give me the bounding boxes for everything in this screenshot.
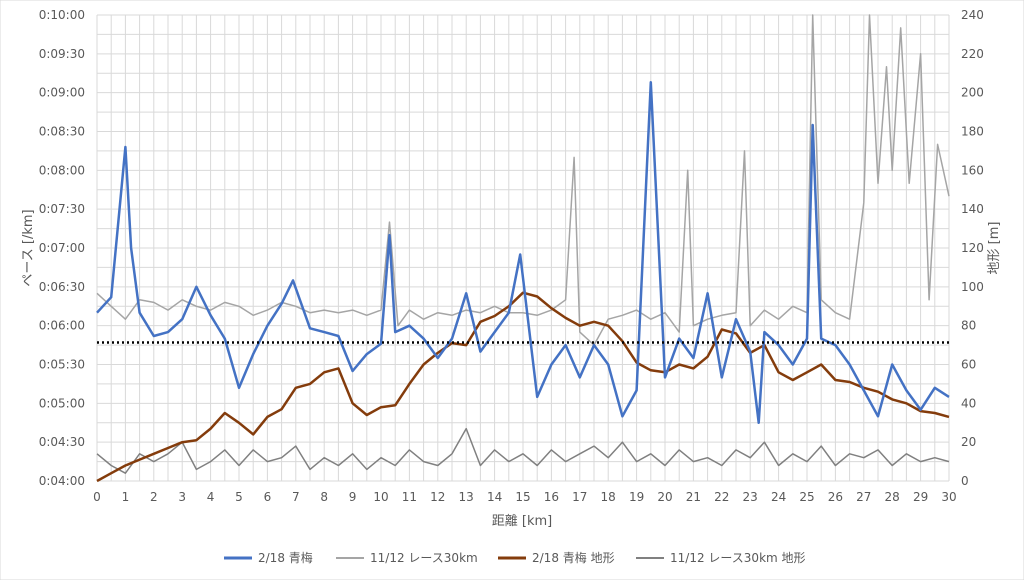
y-right-tick-label: 180 — [961, 125, 984, 139]
y-right-tick-label: 0 — [961, 474, 969, 488]
grid — [96, 14, 950, 482]
y-right-tick-label: 240 — [961, 8, 984, 22]
y-right-tick-label: 60 — [961, 358, 976, 372]
x-tick-label: 23 — [743, 490, 758, 504]
x-tick-label: 11 — [402, 490, 417, 504]
x-tick-label: 30 — [941, 490, 956, 504]
x-tick-label: 7 — [292, 490, 300, 504]
x-tick-label: 19 — [629, 490, 644, 504]
y-left-tick-label: 0:07:30 — [39, 202, 85, 216]
x-tick-label: 21 — [686, 490, 701, 504]
x-tick-label: 25 — [799, 490, 814, 504]
legend-label-3: 11/12 レース30km 地形 — [670, 551, 806, 565]
legend-label-2: 2/18 青梅 地形 — [532, 550, 615, 565]
y-left-tick-label: 0:08:00 — [39, 163, 85, 177]
x-tick-label: 27 — [856, 490, 871, 504]
x-tick-label: 14 — [487, 490, 502, 504]
y-left-tick-label: 0:08:30 — [39, 125, 85, 139]
y-left-tick-label: 0:06:30 — [39, 280, 85, 294]
y-right-tick-label: 220 — [961, 47, 984, 61]
x-tick-label: 18 — [601, 490, 616, 504]
x-tick-label: 6 — [264, 490, 272, 504]
x-tick-label: 29 — [913, 490, 928, 504]
legend-label-0: 2/18 青梅 — [258, 550, 313, 565]
series-line-1 — [96, 14, 950, 346]
y-right-tick-label: 200 — [961, 86, 984, 100]
x-tick-label: 12 — [430, 490, 445, 504]
x-tick-label: 17 — [572, 490, 587, 504]
series-lines — [96, 14, 950, 483]
y-left-tick-label: 0:09:00 — [39, 86, 85, 100]
x-tick-label: 22 — [714, 490, 729, 504]
x-tick-label: 16 — [544, 490, 559, 504]
y-left-tick-label: 0:04:00 — [39, 474, 85, 488]
y-left-tick-label: 0:04:30 — [39, 435, 85, 449]
x-tick-label: 15 — [515, 490, 530, 504]
y-right-tick-label: 80 — [961, 319, 976, 333]
y-left-tick-label: 0:06:00 — [39, 319, 85, 333]
x-tick-label: 8 — [320, 490, 328, 504]
x-tick-label: 24 — [771, 490, 786, 504]
y-left-tick-label: 0:05:00 — [39, 396, 85, 410]
series-line-0 — [96, 81, 950, 425]
x-tick-label: 26 — [828, 490, 843, 504]
x-tick-label: 1 — [122, 490, 130, 504]
x-tick-label: 10 — [373, 490, 388, 504]
x-tick-label: 9 — [349, 490, 357, 504]
y-left-tick-label: 0:05:30 — [39, 358, 85, 372]
series-line-3 — [96, 427, 950, 474]
y-axis-right-title: 地形 [m] — [987, 222, 1002, 275]
x-axis-title: 距離 [km] — [492, 514, 552, 529]
y-right-tick-label: 40 — [961, 396, 976, 410]
y-left-tick-label: 0:10:00 — [39, 8, 85, 22]
x-tick-label: 2 — [150, 490, 158, 504]
y-right-tick-label: 120 — [961, 241, 984, 255]
tick-labels: 0:04:00 0:04:30 0:05:00 0:05:30 0:06:00 0:06:… — [39, 8, 984, 504]
x-tick-label: 0 — [93, 490, 101, 504]
y-axis-left-title: ペース [/km] — [21, 209, 36, 286]
y-right-tick-label: 140 — [961, 202, 984, 216]
x-tick-label: 20 — [657, 490, 672, 504]
y-right-tick-label: 100 — [961, 280, 984, 294]
x-tick-label: 5 — [235, 490, 243, 504]
legend-label-1: 11/12 レース30km — [370, 551, 478, 565]
x-tick-label: 4 — [207, 490, 215, 504]
y-right-tick-label: 20 — [961, 435, 976, 449]
legend: 2/18 青梅 11/12 レース30km 2/18 青梅 地形 11/12 レース3… — [224, 550, 806, 565]
series-line-2 — [96, 291, 950, 483]
x-tick-label: 3 — [178, 490, 186, 504]
y-left-tick-label: 0:09:30 — [39, 47, 85, 61]
x-tick-label: 13 — [459, 490, 474, 504]
y-left-tick-label: 0:07:00 — [39, 241, 85, 255]
y-right-tick-label: 160 — [961, 163, 984, 177]
x-tick-label: 28 — [885, 490, 900, 504]
